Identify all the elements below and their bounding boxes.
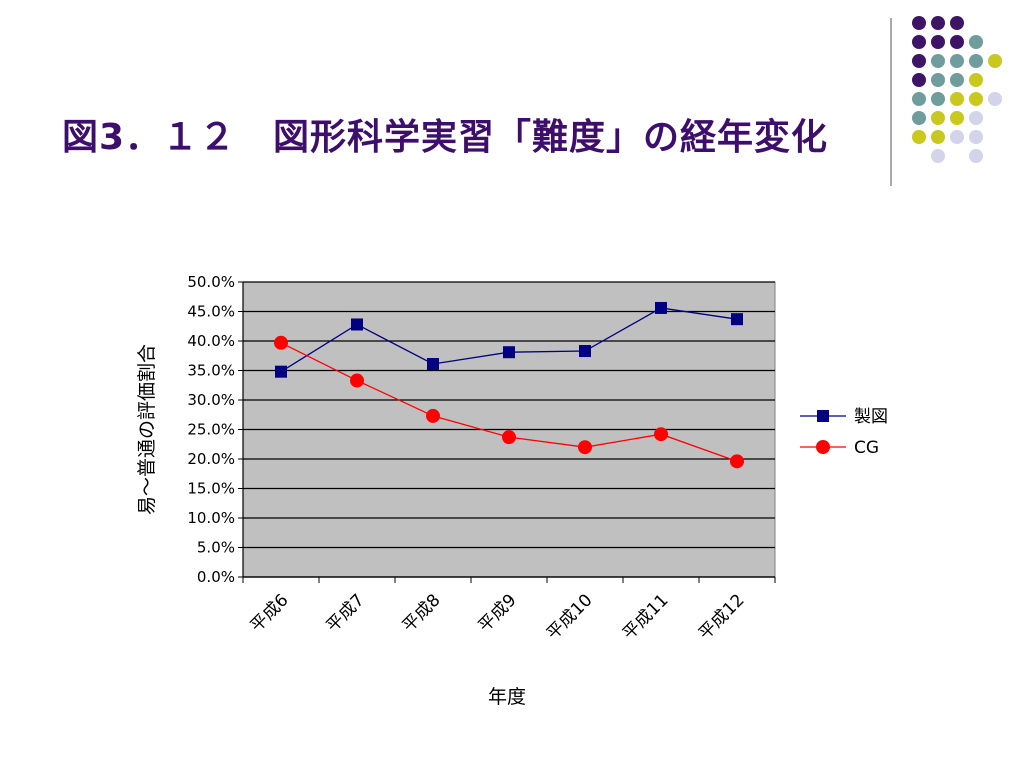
data-point-cg <box>502 430 516 445</box>
decorative-dot <box>988 92 1002 106</box>
decorative-dot <box>912 16 926 30</box>
y-tick-label: 15.0% <box>187 480 235 498</box>
legend-label: CG <box>854 438 879 458</box>
decorative-dot-grid <box>890 16 1002 186</box>
decorative-dot <box>969 73 983 87</box>
y-tick-labels: 0.0% 5.0% 10.0% 15.0% 20.0% 25.0% 30.0% 35.0% 40… <box>187 273 235 586</box>
slide-title: 図3．１２ 図形科学実習「難度」の経年変化 <box>62 117 829 158</box>
x-tick-label: 平成10 <box>543 590 596 643</box>
data-point-seizu <box>731 313 743 326</box>
y-axis-title: 易～普通の評価割合 <box>136 344 158 515</box>
decorative-dot <box>931 111 945 125</box>
data-point-cg <box>578 440 592 455</box>
data-point-seizu <box>503 346 515 359</box>
x-tick-label: 平成12 <box>695 590 748 643</box>
x-tick-labels: 平成6 平成7 平成8 平成9 平成10 平成11 平成12 <box>247 590 749 643</box>
decorative-dot <box>931 149 945 163</box>
data-point-cg <box>654 427 668 442</box>
legend-label: 製図 <box>854 407 888 427</box>
y-tick-label: 20.0% <box>187 450 235 468</box>
decorative-dot <box>912 73 926 87</box>
x-tick-label: 平成6 <box>247 590 293 636</box>
y-tick-label: 45.0% <box>187 303 235 321</box>
decorative-dot <box>950 73 964 87</box>
decorative-dot <box>969 149 983 163</box>
data-point-cg <box>350 373 364 388</box>
y-tick-label: 50.0% <box>187 273 235 291</box>
y-tick-label: 40.0% <box>187 332 235 350</box>
decorative-dot <box>969 35 983 49</box>
decorative-dot <box>969 111 983 125</box>
decorative-dot <box>950 35 964 49</box>
y-tick-label: 25.0% <box>187 421 235 439</box>
decorative-dot <box>950 16 964 30</box>
x-tick-label: 平成7 <box>323 590 369 636</box>
decorative-dot <box>931 16 945 30</box>
x-tick-label: 平成11 <box>619 590 672 643</box>
decorative-dot <box>988 54 1002 68</box>
series-group <box>274 301 744 469</box>
y-tick-label: 0.0% <box>197 568 235 586</box>
decorative-dot <box>969 54 983 68</box>
decorative-dot <box>950 92 964 106</box>
data-point-seizu <box>579 345 591 358</box>
legend: 製図 CG <box>800 407 888 458</box>
decorative-dot <box>931 130 945 144</box>
decorative-dot <box>931 35 945 49</box>
y-tick-label: 5.0% <box>197 539 235 557</box>
data-point-cg <box>426 408 440 423</box>
data-point-seizu <box>427 358 439 371</box>
data-point-seizu <box>351 318 363 331</box>
decorative-dot <box>969 92 983 106</box>
legend-marker-cg <box>816 440 830 454</box>
decorative-dot <box>969 130 983 144</box>
decorative-dot <box>931 92 945 106</box>
y-tick-label: 35.0% <box>187 362 235 380</box>
decorative-dot <box>950 130 964 144</box>
x-tick-label: 平成8 <box>399 590 445 636</box>
data-point-cg <box>730 454 744 469</box>
decorative-dot <box>950 54 964 68</box>
decorative-dot <box>912 54 926 68</box>
data-point-seizu <box>655 301 667 314</box>
axes <box>242 282 776 583</box>
decorative-dot <box>931 54 945 68</box>
x-axis-title: 年度 <box>488 686 526 708</box>
data-point-seizu <box>275 365 287 378</box>
decorative-dot <box>912 35 926 49</box>
y-tick-label: 10.0% <box>187 509 235 527</box>
data-point-cg <box>274 335 288 350</box>
decorative-dot <box>912 130 926 144</box>
decorative-dot <box>912 92 926 106</box>
decorative-dot <box>950 111 964 125</box>
y-tick-label: 30.0% <box>187 391 235 409</box>
legend-marker-seizu <box>817 410 829 422</box>
decorative-dot <box>931 73 945 87</box>
decorative-dot <box>912 111 926 125</box>
x-tick-label: 平成9 <box>475 590 521 636</box>
